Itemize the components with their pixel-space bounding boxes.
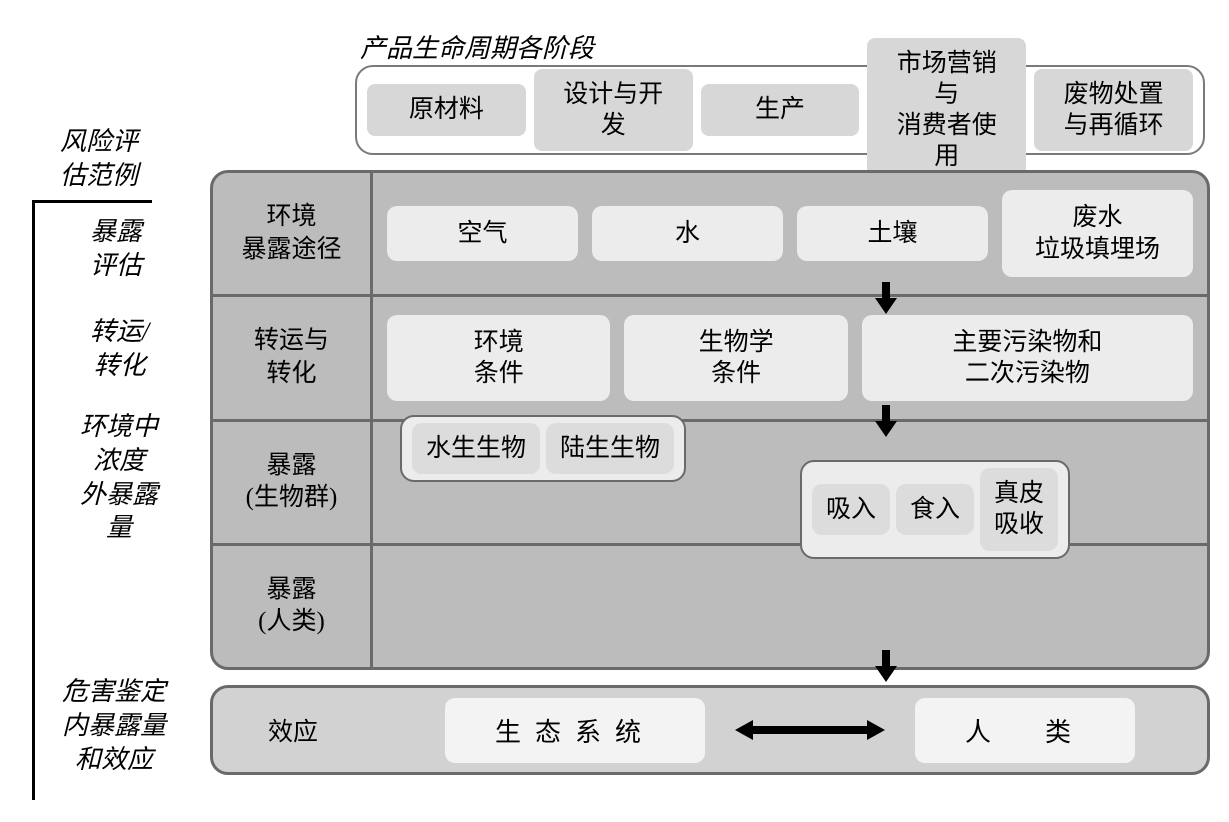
row-header: 暴露(生物群) [213, 422, 373, 543]
pill-wastewater-landfill: 废水垃圾填埋场 [1002, 190, 1193, 277]
biota-group: 水生生物 陆生生物 [400, 415, 686, 482]
left-label: 转运/转化 [90, 315, 149, 383]
pill-inhalation: 吸入 [812, 484, 890, 535]
row-exposure-pathways: 环境暴露途径 空气 水 土壤 废水垃圾填埋场 [213, 173, 1207, 297]
effects-header: 效应 [213, 712, 373, 748]
lifecycle-title: 产品生命周期各阶段 [360, 28, 594, 65]
stage-item: 原材料 [367, 84, 526, 135]
diagram-root: 产品生命周期各阶段 原材料 设计与开发 生产 市场营销与消费者使用 废物处置与再… [20, 20, 1209, 802]
pill-dermal: 真皮吸收 [980, 468, 1058, 551]
pill-pollutants: 主要污染物和二次污染物 [862, 315, 1193, 402]
arrow-down-icon [875, 650, 897, 684]
stage-item: 生产 [701, 84, 860, 135]
left-bracket-vertical [32, 200, 35, 800]
left-label: 危害鉴定内暴露量和效应 [62, 675, 166, 776]
left-label: 环境中浓度外暴露量 [80, 410, 158, 545]
human-routes-group: 吸入 食入 真皮吸收 [800, 460, 1070, 559]
effects-content: 生态系统 人 类 [373, 698, 1207, 763]
pill-ingestion: 食入 [896, 484, 974, 535]
lifecycle-stages-box: 原材料 设计与开发 生产 市场营销与消费者使用 废物处置与再循环 [355, 65, 1205, 155]
row-header: 转运与转化 [213, 297, 373, 418]
row-content [373, 546, 1207, 667]
arrow-bidirectional-icon [735, 720, 885, 740]
stage-item: 废物处置与再循环 [1034, 69, 1193, 152]
left-bracket-top [32, 200, 152, 203]
arrow-down-icon [875, 405, 897, 439]
stage-item: 设计与开发 [534, 69, 693, 152]
row-header: 暴露(人类) [213, 546, 373, 667]
arrow-down-icon [875, 282, 897, 316]
pill-air: 空气 [387, 206, 578, 261]
stage-item: 市场营销与消费者使用 [867, 38, 1026, 183]
pill-human: 人 类 [915, 698, 1135, 763]
row-header: 环境暴露途径 [213, 173, 373, 294]
pill-aquatic: 水生生物 [412, 423, 540, 474]
row-content: 空气 水 土壤 废水垃圾填埋场 [373, 173, 1207, 294]
pill-water: 水 [592, 206, 783, 261]
left-section-header: 风险评估范例 [60, 125, 138, 193]
pill-soil: 土壤 [797, 206, 988, 261]
pill-bio-conditions: 生物学条件 [624, 315, 847, 402]
row-exposure-human: 暴露(人类) [213, 546, 1207, 667]
pill-env-conditions: 环境条件 [387, 315, 610, 402]
pill-terrestrial: 陆生生物 [546, 423, 674, 474]
left-label: 暴露评估 [90, 215, 142, 283]
main-panel: 环境暴露途径 空气 水 土壤 废水垃圾填埋场 转运与转化 环境条件 生物学条件 … [210, 170, 1210, 670]
effects-panel: 效应 生态系统 人 类 [210, 685, 1210, 775]
row-transport-transform: 转运与转化 环境条件 生物学条件 主要污染物和二次污染物 [213, 297, 1207, 421]
pill-ecosystem: 生态系统 [445, 698, 705, 763]
row-content: 环境条件 生物学条件 主要污染物和二次污染物 [373, 297, 1207, 418]
